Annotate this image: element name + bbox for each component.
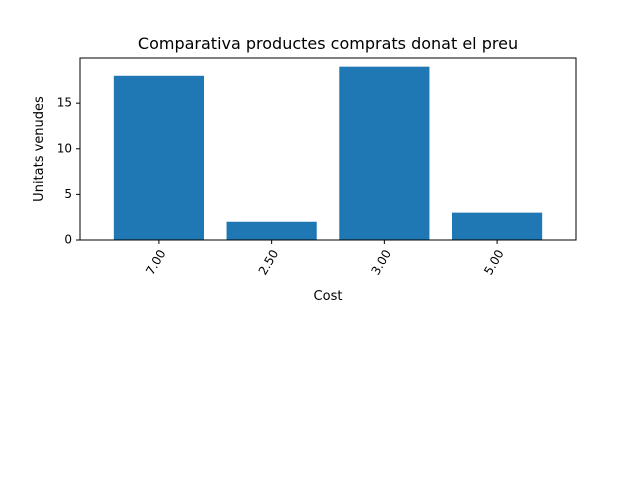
bar-3.00 — [339, 66, 430, 240]
bar-2.50 — [226, 221, 317, 240]
bars — [113, 66, 543, 240]
bar-5.00 — [452, 212, 543, 240]
axes-frame — [79, 57, 577, 241]
bar-7.00 — [113, 75, 204, 240]
x-axis-label: Cost — [314, 289, 343, 304]
y-tick-label: 10 — [57, 141, 72, 155]
chart-title: Comparativa productes comprats donat el … — [138, 34, 518, 53]
y-tick-label: 0 — [64, 233, 72, 247]
y-axis-ticks: 0 5 10 15 — [57, 96, 80, 247]
y-tick-label: 5 — [64, 187, 72, 201]
y-tick-label: 15 — [57, 96, 72, 110]
y-axis-label: Unitats venudes — [32, 96, 47, 202]
